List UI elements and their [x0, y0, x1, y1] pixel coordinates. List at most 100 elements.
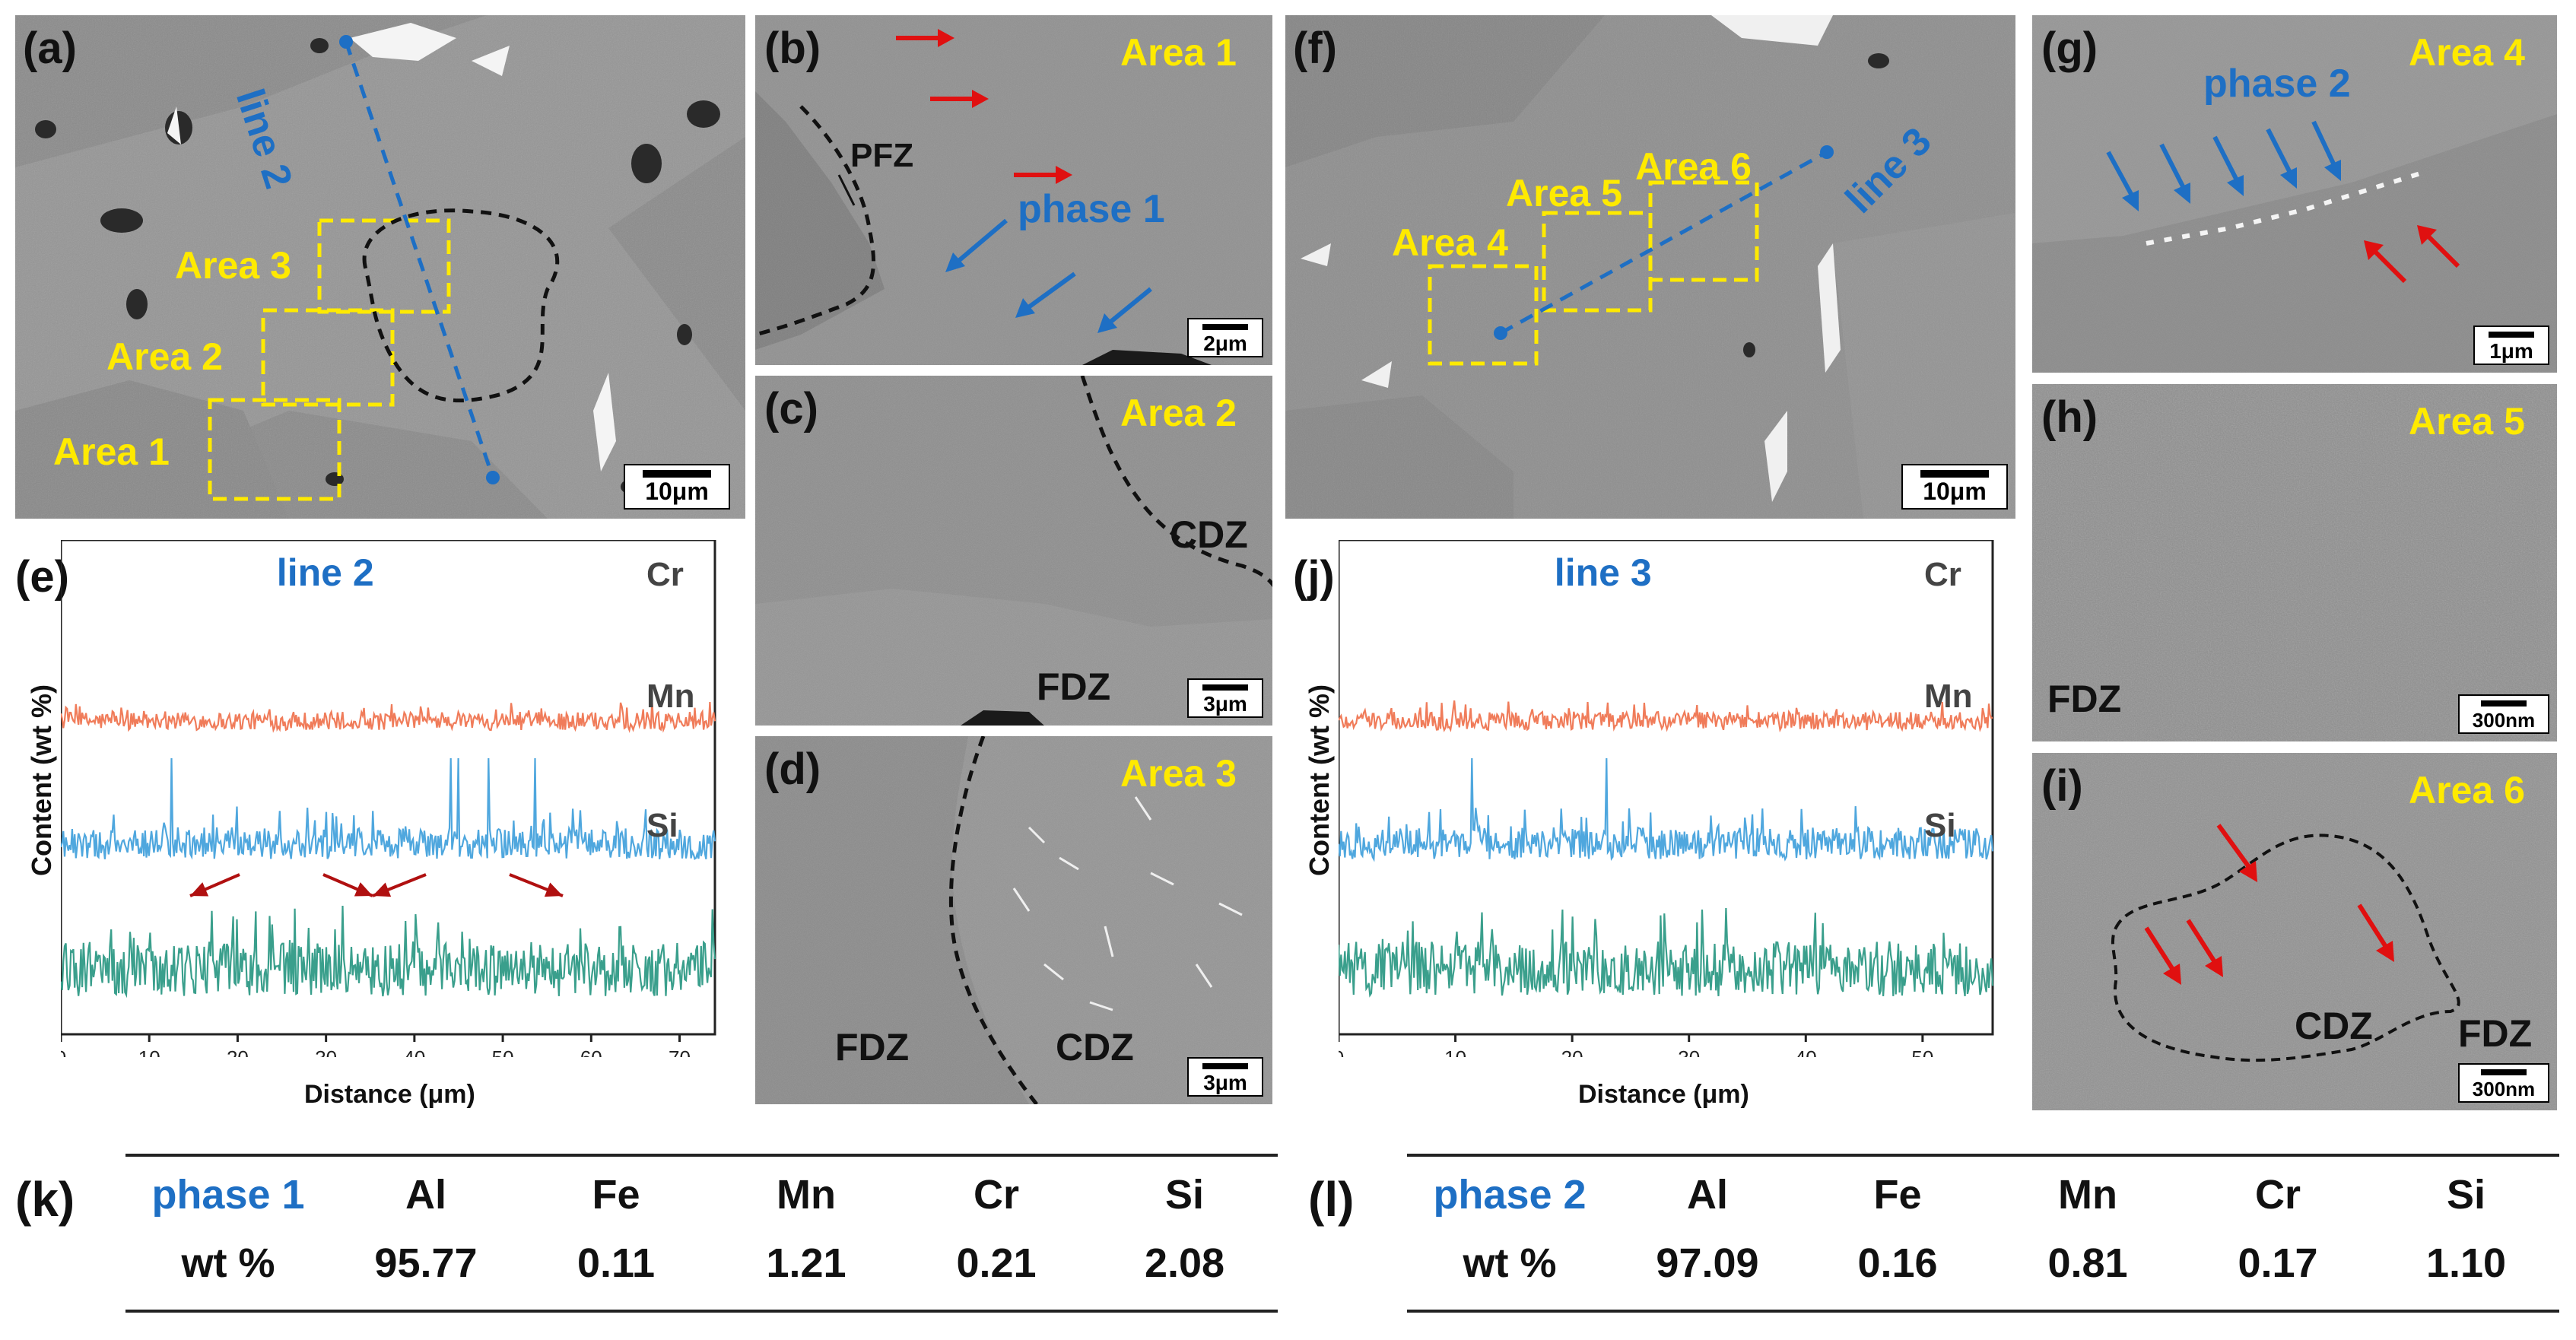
table-l-bottom-rule: [1407, 1310, 2559, 1313]
table-k-value-si: 2.08: [1144, 1240, 1225, 1286]
table-k-row-label: wt %: [181, 1240, 275, 1286]
chart-e-plot-frame: [61, 540, 716, 1036]
panel-j-label: (j): [1293, 552, 1335, 602]
table-l-header-row: phase 2 Al Fe Mn Cr Si: [1407, 1171, 2559, 1218]
table-k-header-al: Al: [405, 1172, 446, 1218]
table-l-top-rule: [1407, 1154, 2559, 1157]
table-k-value-fe: 0.11: [577, 1240, 656, 1286]
table-k-header-row: phase 1 Al Fe Mn Cr Si: [125, 1171, 1278, 1218]
panel-g-label: (g): [2041, 24, 2098, 73]
chart-j-series-si-line: [1339, 907, 1994, 998]
chart-j-x-tick-label: 50: [1911, 1046, 1933, 1057]
table-l-header-al: Al: [1687, 1172, 1728, 1218]
panel-g-phase-label: phase 2: [2203, 62, 2351, 106]
panel-i-graphics: [2032, 753, 2557, 1110]
chart-j-y-axis-label: Content (wt %): [1304, 684, 1335, 876]
panel-a-area-2-label: Area 2: [106, 335, 223, 378]
panel-i-label: (i): [2041, 761, 2083, 811]
table-l-value-si: 1.10: [2425, 1240, 2507, 1286]
chart-e-title: line 2: [277, 551, 374, 594]
chart-j-series-cr-label: Cr: [1924, 556, 1961, 593]
panel-b-label: (b): [764, 24, 821, 73]
panel-i-area-label: Area 6: [2409, 769, 2525, 811]
table-l-header-cr: Cr: [2254, 1172, 2301, 1218]
table-k-value-cr: 0.21: [956, 1240, 1037, 1286]
panel-a-sem-image: (a) Area 1 Area 2 Area 3 line 2 10μm: [15, 15, 745, 519]
table-k-top-rule: [125, 1154, 1278, 1157]
panel-c-graphics: [755, 376, 1272, 726]
table-l-value-fe: 0.16: [1857, 1240, 1938, 1286]
chart-e-series-mn-label: Mn: [646, 678, 695, 715]
table-l-value-row: wt % 97.09 0.16 0.81 0.17 1.10: [1407, 1240, 2559, 1287]
panel-a-graphics: [15, 15, 745, 519]
chart-e-series-mn-line: [61, 757, 716, 861]
panel-c-label: (c): [764, 384, 818, 433]
chart-e-x-tick-label: 60: [580, 1046, 602, 1057]
table-l-value-al: 97.09: [1656, 1240, 1759, 1286]
chart-e-x-tick-label: 20: [227, 1046, 249, 1057]
panel-f-area-6-label: Area 6: [1635, 145, 1752, 188]
panel-i-cdz-label: CDZ: [2295, 1005, 2373, 1047]
panel-c-area-label: Area 2: [1120, 392, 1237, 434]
chart-e-x-tick-label: 40: [403, 1046, 425, 1057]
table-k-header-cr: Cr: [973, 1172, 1019, 1218]
chart-j-series-cr-line: [1339, 700, 1993, 733]
panel-c-cdz-label: CDZ: [1170, 513, 1248, 556]
panel-h-graphics: [2032, 384, 2557, 741]
table-k: phase 1 Al Fe Mn Cr Si wt % 95.77 0.11 1…: [125, 1171, 1278, 1300]
panel-b-pfz-label: PFZ: [850, 137, 914, 174]
panel-a-area-3-label: Area 3: [175, 244, 291, 287]
chart-e-series-si-line: [61, 905, 716, 999]
table-k-header-phase: phase 1: [151, 1172, 305, 1218]
chart-e-x-tick-label: 10: [138, 1046, 160, 1057]
table-k-header-si: Si: [1164, 1172, 1205, 1218]
panel-b-area-label: Area 1: [1120, 31, 1237, 74]
chart-e-mn-arrow: [189, 873, 240, 897]
panel-g-area-label: Area 4: [2409, 31, 2525, 74]
panel-h-area-label: Area 5: [2409, 400, 2525, 443]
chart-j-x-axis-label: Distance (μm): [1578, 1080, 1749, 1109]
panel-f-sem-image: (f) Area 4 Area 5 Area 6 line 3 10μm: [1285, 15, 2015, 519]
table-k-value-al: 95.77: [374, 1240, 478, 1286]
table-l-value-cr: 0.17: [2238, 1240, 2318, 1286]
chart-j-x-tick-label: 40: [1795, 1046, 1817, 1057]
panel-h-fdz-label: FDZ: [2047, 678, 2122, 720]
chart-e-x-axis-label: Distance (μm): [304, 1080, 475, 1109]
table-l-header-phase: phase 2: [1433, 1172, 1587, 1218]
chart-e-x-tick-label: 50: [492, 1046, 514, 1057]
table-l: phase 2 Al Fe Mn Cr Si wt % 97.09 0.16 0…: [1407, 1171, 2559, 1300]
chart-e-series-si-label: Si: [646, 807, 678, 844]
table-k-value-row: wt % 95.77 0.11 1.21 0.21 2.08: [125, 1240, 1278, 1287]
chart-j-series-mn-line: [1339, 757, 1994, 862]
chart-j-x-tick-label: 20: [1561, 1046, 1583, 1057]
panel-g-sem-image: (g) Area 4 phase 2 1μm: [2032, 15, 2557, 373]
panel-f-scale-bar: 10μm: [1901, 464, 2008, 510]
panel-i-scale-bar: 300nm: [2458, 1063, 2549, 1103]
chart-j-series-mn-label: Mn: [1924, 678, 1973, 715]
panel-c-fdz-label: FDZ: [1037, 665, 1111, 708]
panel-f-label: (f): [1293, 24, 1337, 73]
panel-b-sem-image: (b) Area 1 PFZ phase 1 2μm: [755, 15, 1272, 365]
table-l-value-mn: 0.81: [2047, 1240, 2128, 1286]
panel-i-fdz-label: FDZ: [2458, 1012, 2533, 1055]
chart-j-series-si-label: Si: [1924, 807, 1956, 844]
table-k-bottom-rule: [125, 1310, 1278, 1313]
panel-g-scale-bar: 1μm: [2473, 325, 2549, 365]
table-k-header-mn: Mn: [777, 1172, 836, 1218]
chart-e-mn-arrow: [372, 873, 427, 897]
panel-c-sem-image: (c) Area 2 CDZ FDZ 3μm: [755, 376, 1272, 726]
table-k-value-mn: 1.21: [766, 1240, 846, 1286]
chart-j-x-tick-label: 30: [1678, 1046, 1700, 1057]
chart-e-series-cr-line: [61, 700, 716, 733]
panel-d-fdz-label: FDZ: [835, 1026, 910, 1069]
panel-d-graphics: [755, 736, 1272, 1104]
chart-j-title: line 3: [1555, 551, 1652, 594]
panel-b-scale-bar: 2μm: [1187, 318, 1263, 357]
panel-d-area-label: Area 3: [1120, 752, 1237, 795]
table-l-header-mn: Mn: [2058, 1172, 2117, 1218]
panel-a-area-1-label: Area 1: [53, 430, 170, 473]
panel-g-graphics: [2032, 15, 2557, 373]
panel-d-scale-bar: 3μm: [1187, 1057, 1263, 1097]
chart-j-x-tick-label: 10: [1444, 1046, 1466, 1057]
chart-e-mn-arrow: [509, 873, 564, 897]
